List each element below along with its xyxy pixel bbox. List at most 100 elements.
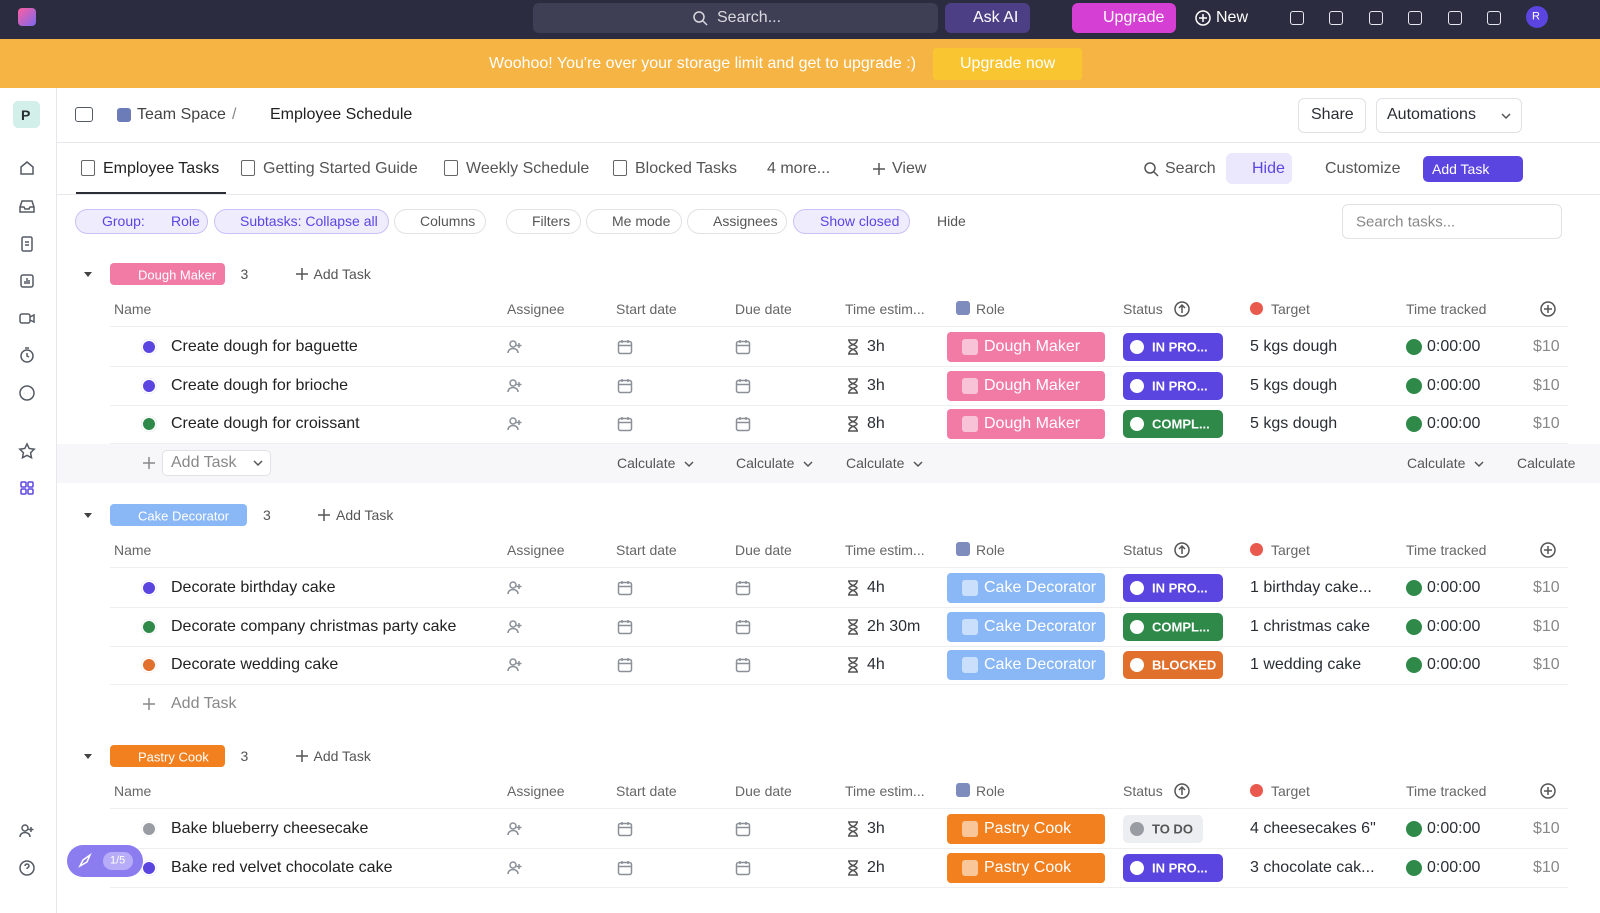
target: 5 kgs dough — [1250, 376, 1338, 394]
column-header: Name — [114, 542, 152, 558]
filter-chip[interactable] — [506, 209, 581, 234]
filter-chip[interactable] — [214, 209, 389, 234]
task-status-icon[interactable] — [141, 821, 157, 837]
new-icon — [1195, 10, 1211, 26]
time-tracked-icon — [1406, 859, 1422, 876]
start-date-icon — [617, 417, 633, 432]
role-emoji — [962, 821, 978, 837]
task-status-icon[interactable] — [141, 377, 157, 394]
customize-label[interactable]: Customize — [1325, 160, 1401, 177]
time-tracked-icon — [1406, 821, 1422, 837]
banner-button[interactable] — [933, 48, 1082, 80]
calculate[interactable]: Calculate — [1407, 454, 1466, 471]
task-name[interactable]: Decorate company christmas party cake — [171, 617, 457, 635]
task-name[interactable]: Bake red velvet chocolate cake — [171, 858, 393, 876]
group-add-task[interactable]: Add Task — [313, 266, 371, 282]
row-border — [110, 645, 1568, 647]
filter-chip[interactable] — [687, 209, 787, 234]
target: 5 kgs dough — [1250, 415, 1338, 432]
group-badge — [110, 504, 247, 526]
filter-chip[interactable] — [586, 209, 682, 234]
tabs-search[interactable]: Search — [1165, 160, 1216, 177]
time-estimate: 3h — [867, 820, 885, 837]
footer-add-task[interactable]: Add Task — [171, 453, 237, 471]
column-header: Time tracked — [1406, 783, 1487, 799]
task-name[interactable]: Create dough for brioche — [171, 376, 348, 394]
assignee-icon — [507, 822, 522, 836]
filter-chip[interactable] — [793, 209, 910, 234]
cost: $10 — [1533, 338, 1560, 355]
tab[interactable]: View — [892, 160, 927, 177]
filter-chip[interactable] — [394, 209, 486, 234]
due-date-icon — [735, 658, 751, 673]
task-name[interactable]: Create dough for baguette — [171, 338, 358, 355]
row-border — [110, 886, 1568, 888]
task-name[interactable]: Decorate birthday cake — [171, 579, 336, 596]
breadcrumb-space[interactable]: Team Space — [137, 106, 226, 123]
row-border — [110, 366, 1568, 367]
status-pill-icon — [1130, 860, 1144, 875]
top-icon — [1487, 11, 1501, 25]
tab[interactable]: Getting Started Guide — [263, 160, 418, 177]
filters-hide[interactable]: Hide — [937, 213, 966, 229]
tab[interactable]: Blocked Tasks — [635, 160, 737, 177]
task-status-icon[interactable] — [141, 859, 157, 876]
footer-add-task[interactable]: Add Task — [171, 694, 237, 712]
upgrade-label: Upgrade — [1103, 9, 1165, 26]
automations-button[interactable] — [1376, 98, 1522, 133]
avatar-initial: R — [1532, 10, 1540, 23]
task-name[interactable]: Bake blueberry cheesecake — [171, 820, 369, 837]
tab[interactable]: Weekly Schedule — [466, 160, 590, 177]
tab[interactable]: Employee Tasks — [103, 160, 220, 177]
target-header-icon — [1250, 302, 1263, 315]
ask-ai-button[interactable] — [945, 3, 1030, 33]
task-name[interactable]: Decorate wedding cake — [171, 656, 339, 673]
task-status-icon[interactable] — [141, 339, 157, 355]
calculate[interactable]: Calculate — [1517, 454, 1576, 471]
time-tracked: 0:00:00 — [1427, 415, 1481, 432]
task-status-icon[interactable] — [141, 416, 157, 432]
task-name[interactable]: Create dough for croissant — [171, 415, 360, 432]
upgrade-button[interactable] — [1072, 3, 1176, 33]
footer-add-box[interactable] — [162, 449, 271, 476]
add-task-button[interactable] — [1423, 156, 1523, 182]
task-status-icon[interactable] — [141, 618, 157, 635]
group-name: Dough Maker — [138, 267, 217, 283]
calculate[interactable]: Calculate — [736, 454, 795, 471]
column-header: Time estim... — [845, 783, 925, 799]
new-label[interactable]: New — [1216, 9, 1249, 26]
automations-label: Automations — [1387, 106, 1476, 123]
column-header: Assignee — [507, 301, 565, 317]
breadcrumb-list[interactable]: Employee Schedule — [270, 106, 413, 123]
column-header: Role — [976, 301, 1005, 317]
tabs-border — [57, 194, 1600, 195]
row-border — [110, 848, 1568, 849]
estimate-icon — [848, 580, 858, 596]
due-date-icon — [735, 340, 751, 355]
search-box[interactable] — [533, 3, 938, 33]
status-label: IN PRO... — [1152, 860, 1208, 875]
task-status-icon[interactable] — [141, 580, 157, 596]
calculate[interactable]: Calculate — [617, 454, 676, 471]
column-header-border — [110, 808, 1568, 809]
tab[interactable]: 4 more... — [767, 160, 831, 177]
due-date-icon — [735, 860, 751, 875]
row-border — [110, 443, 1568, 444]
group-name: Pastry Cook — [138, 749, 209, 765]
group-add-task[interactable]: Add Task — [313, 748, 371, 764]
onboarding-progress-bg — [103, 852, 133, 870]
task-status-icon[interactable] — [141, 657, 157, 673]
time-estimate: 3h — [867, 338, 885, 355]
filter-chip[interactable] — [75, 209, 208, 234]
group-add-task[interactable]: Add Task — [336, 507, 394, 523]
target: 3 chocolate cak... — [1250, 858, 1375, 876]
column-header-border — [110, 567, 1568, 568]
calculate[interactable]: Calculate — [846, 454, 905, 471]
status-sort — [1174, 542, 1190, 558]
cost: $10 — [1533, 415, 1560, 432]
start-date-icon — [617, 822, 633, 837]
task-search[interactable] — [1342, 204, 1562, 239]
share-button[interactable] — [1298, 98, 1366, 133]
time-tracked-icon — [1406, 377, 1422, 394]
hide-button[interactable] — [1226, 153, 1292, 184]
